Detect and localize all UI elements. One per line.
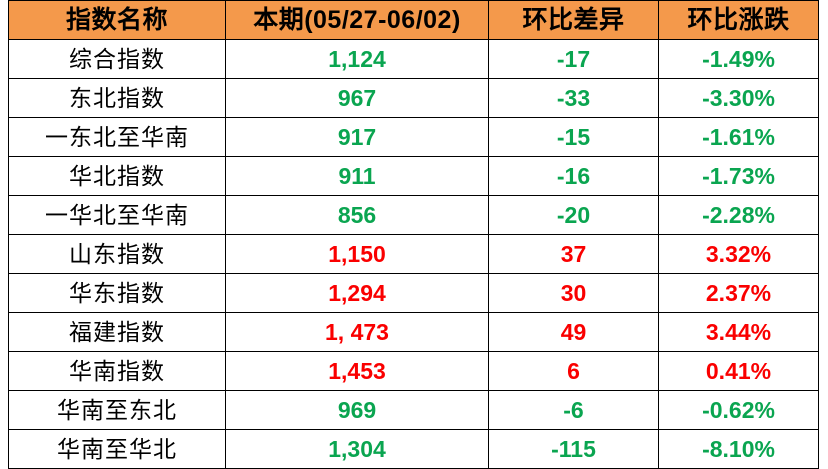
cell-change: -3.30% <box>658 78 819 118</box>
table-row: 福建指数 1, 473 49 3.44% <box>8 312 819 352</box>
cell-period: 917 <box>225 117 489 157</box>
cell-diff: 30 <box>488 273 659 313</box>
cell-change: -1.61% <box>658 117 819 157</box>
table-row: 一华北至华南 856 -20 -2.28% <box>8 195 819 235</box>
column-header-period: 本期(05/27-06/02) <box>225 0 489 40</box>
cell-period: 1,294 <box>225 273 489 313</box>
table-row: 华南至华北 1,304 -115 -8.10% <box>8 429 819 469</box>
cell-period: 911 <box>225 156 489 196</box>
cell-diff: -15 <box>488 117 659 157</box>
cell-change: -2.28% <box>658 195 819 235</box>
column-header-change: 环比涨跌 <box>658 0 819 40</box>
cell-index-name: 一东北至华南 <box>8 117 226 157</box>
cell-change: 0.41% <box>658 351 819 391</box>
table-row: 山东指数 1,150 37 3.32% <box>8 234 819 274</box>
table-row: 一东北至华南 917 -15 -1.61% <box>8 117 819 157</box>
table-row: 华东指数 1,294 30 2.37% <box>8 273 819 313</box>
cell-period: 1,304 <box>225 429 489 469</box>
cell-period: 969 <box>225 390 489 430</box>
cell-change: -1.49% <box>658 39 819 79</box>
cell-change: 3.44% <box>658 312 819 352</box>
table-row: 东北指数 967 -33 -3.30% <box>8 78 819 118</box>
cell-diff: -16 <box>488 156 659 196</box>
cell-index-name: 东北指数 <box>8 78 226 118</box>
cell-index-name: 一华北至华南 <box>8 195 226 235</box>
cell-change: -1.73% <box>658 156 819 196</box>
cell-period: 1,453 <box>225 351 489 391</box>
cell-period: 1,150 <box>225 234 489 274</box>
cell-index-name: 华南至华北 <box>8 429 226 469</box>
cell-index-name: 华东指数 <box>8 273 226 313</box>
cell-index-name: 福建指数 <box>8 312 226 352</box>
cell-change: 3.32% <box>658 234 819 274</box>
cell-index-name: 山东指数 <box>8 234 226 274</box>
cell-period: 967 <box>225 78 489 118</box>
cell-index-name: 华南至东北 <box>8 390 226 430</box>
cell-diff: -33 <box>488 78 659 118</box>
cell-index-name: 华北指数 <box>8 156 226 196</box>
cell-diff: -6 <box>488 390 659 430</box>
index-table-container: 指数名称 本期(05/27-06/02) 环比差异 环比涨跌 综合指数 1,124 -17… <box>8 0 819 469</box>
cell-diff: -115 <box>488 429 659 469</box>
table-row: 华南指数 1,453 6 0.41% <box>8 351 819 391</box>
cell-index-name: 华南指数 <box>8 351 226 391</box>
cell-index-name: 综合指数 <box>8 39 226 79</box>
table-header: 指数名称 本期(05/27-06/02) 环比差异 环比涨跌 <box>8 0 819 40</box>
cell-period: 856 <box>225 195 489 235</box>
index-table: 指数名称 本期(05/27-06/02) 环比差异 环比涨跌 综合指数 1,124 -17… <box>8 0 819 469</box>
header-row: 指数名称 本期(05/27-06/02) 环比差异 环比涨跌 <box>8 0 819 40</box>
column-header-name: 指数名称 <box>8 0 226 40</box>
cell-diff: 49 <box>488 312 659 352</box>
cell-diff: 6 <box>488 351 659 391</box>
cell-change: -8.10% <box>658 429 819 469</box>
cell-change: 2.37% <box>658 273 819 313</box>
cell-diff: -17 <box>488 39 659 79</box>
table-body: 综合指数 1,124 -17 -1.49% 东北指数 967 -33 -3.30% 一东北至华南… <box>8 39 819 469</box>
cell-diff: 37 <box>488 234 659 274</box>
table-row: 华南至东北 969 -6 -0.62% <box>8 390 819 430</box>
cell-diff: -20 <box>488 195 659 235</box>
table-row: 综合指数 1,124 -17 -1.49% <box>8 39 819 79</box>
cell-period: 1, 473 <box>225 312 489 352</box>
table-row: 华北指数 911 -16 -1.73% <box>8 156 819 196</box>
cell-change: -0.62% <box>658 390 819 430</box>
cell-period: 1,124 <box>225 39 489 79</box>
column-header-diff: 环比差异 <box>488 0 659 40</box>
